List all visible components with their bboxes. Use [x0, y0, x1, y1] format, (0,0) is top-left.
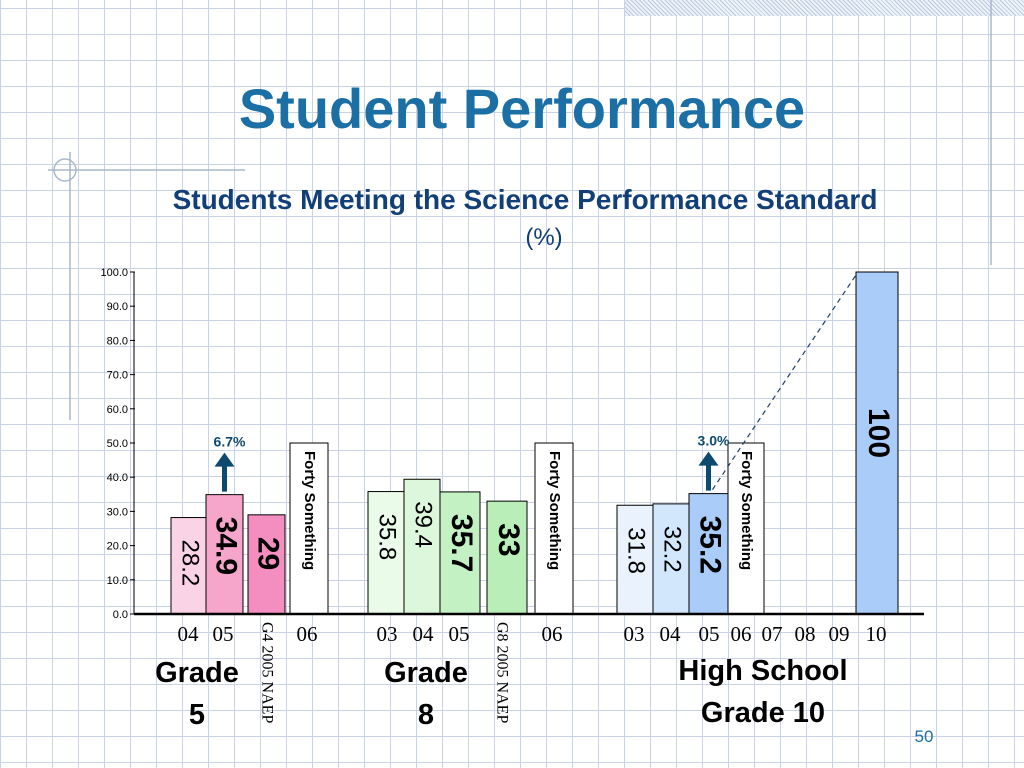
chart-unit-label: (%)	[525, 224, 563, 251]
up-arrow-head	[698, 451, 719, 466]
y-tick-label: 70.0	[107, 370, 128, 382]
x-tick-label: 06	[297, 622, 318, 646]
bar-value-label: 31.8	[623, 527, 650, 574]
x-tick-label: 06	[731, 622, 752, 646]
x-tick-label: 04	[178, 622, 200, 646]
y-tick-label: 30.0	[107, 506, 128, 518]
bar	[727, 442, 765, 615]
x-tick-label: 03	[624, 622, 645, 646]
bar	[247, 514, 286, 615]
growth-label: 6.7%	[214, 434, 246, 450]
group-label: 8	[418, 699, 434, 731]
y-tick-label: 20.0	[107, 541, 128, 553]
group-label: Grade	[155, 657, 239, 689]
bar-value-label: 35.2	[694, 516, 727, 574]
slide-title: Student Performance	[238, 77, 806, 140]
bar-value-label: 35.8	[374, 514, 401, 561]
bar-value-label: Forty Something	[301, 451, 318, 570]
y-tick-label: 90.0	[107, 301, 128, 313]
x-tick-label: G8 2005 NAEP	[493, 622, 510, 723]
bar-value-label: 29	[252, 537, 285, 570]
growth-label: 3.0%	[698, 433, 730, 449]
x-tick-label: 04	[413, 622, 435, 646]
bar	[289, 442, 329, 615]
x-tick-label: 05	[449, 622, 470, 646]
bar-value-label: 100	[862, 408, 895, 458]
y-tick-label: 60.0	[107, 404, 128, 416]
bar-value-label: 32.2	[659, 526, 686, 573]
group-label: Grade	[384, 657, 468, 689]
bar	[855, 271, 899, 615]
decorative-header-band	[625, 0, 1024, 16]
bar	[534, 442, 574, 615]
x-tick-label: G4 2005 NAEP	[258, 622, 275, 723]
x-tick-label: 06	[542, 622, 563, 646]
group-label: High School	[678, 655, 847, 687]
x-tick-label: 04	[660, 622, 682, 646]
trend-line	[712, 271, 859, 490]
y-tick-label: 0.0	[113, 609, 128, 621]
bar-value-label: Forty Something	[546, 451, 563, 570]
slide-number: 50	[914, 727, 934, 746]
bar-value-label: Forty Something	[738, 451, 755, 570]
x-tick-label: 03	[377, 622, 398, 646]
x-tick-label: 07	[762, 622, 783, 646]
bar	[205, 494, 244, 615]
bar	[403, 478, 441, 615]
group-label: 5	[189, 699, 205, 731]
bar-value-label: 34.9	[210, 517, 243, 575]
y-tick-label: 100.0	[100, 267, 128, 279]
y-tick-label: 50.0	[107, 438, 128, 450]
bar	[486, 500, 528, 615]
y-tick-label: 10.0	[107, 575, 128, 587]
group-label: Grade 10	[701, 697, 825, 729]
bar-value-label: 39.4	[410, 501, 437, 548]
x-tick-label: 10	[866, 622, 887, 646]
x-tick-label: 05	[699, 622, 720, 646]
y-tick-label: 80.0	[107, 335, 128, 347]
bar-value-label: 33	[492, 523, 525, 556]
x-tick-label: 05	[213, 622, 234, 646]
bar-value-label: 28.2	[177, 540, 204, 587]
bar	[367, 491, 405, 615]
bar-value-label: 35.7	[445, 514, 478, 572]
y-tick-label: 40.0	[107, 472, 128, 484]
x-tick-label: 09	[829, 622, 850, 646]
up-arrow-head	[214, 452, 235, 467]
chart-title: Students Meeting the Science Performance…	[172, 184, 878, 215]
x-tick-label: 08	[795, 622, 816, 646]
